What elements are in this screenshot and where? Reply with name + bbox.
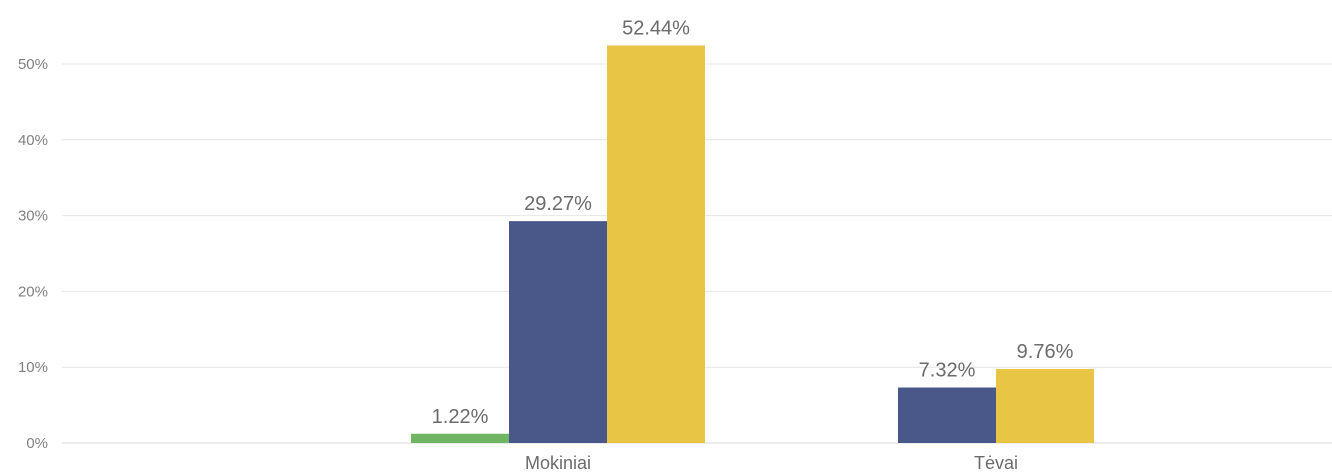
y-axis-ticks: 0% 10% 20% 30% 40% 50% bbox=[18, 56, 48, 452]
bar-mokiniai-series-1 bbox=[411, 433, 509, 443]
bar-mokiniai-series-3 bbox=[607, 45, 705, 444]
data-label-mokiniai-series-2: 29.27% bbox=[524, 193, 592, 215]
x-axis-categories: Mokiniai Tėvai bbox=[525, 453, 1018, 473]
y-tick-label: 0% bbox=[26, 435, 48, 452]
data-label-tėvai-series-3: 9.76% bbox=[1017, 341, 1074, 363]
bar-mokiniai-series-2 bbox=[509, 221, 607, 443]
data-labels: 1.22% 29.27% 52.44% 7.32% 9.76% bbox=[432, 18, 1074, 428]
data-label-mokiniai-series-3: 52.44% bbox=[622, 18, 690, 40]
x-category-label: Tėvai bbox=[974, 453, 1018, 473]
bar-tėvai-series-2 bbox=[898, 387, 996, 443]
y-tick-label: 50% bbox=[18, 56, 48, 73]
y-tick-label: 40% bbox=[18, 132, 48, 149]
y-tick-label: 10% bbox=[18, 359, 48, 376]
data-label-mokiniai-series-1: 1.22% bbox=[432, 406, 489, 428]
data-label-tėvai-series-2: 7.32% bbox=[919, 360, 976, 382]
bar-tėvai-series-3 bbox=[996, 369, 1094, 443]
y-tick-label: 30% bbox=[18, 208, 48, 225]
bars bbox=[411, 45, 1094, 444]
y-tick-label: 20% bbox=[18, 283, 48, 300]
x-category-label: Mokiniai bbox=[525, 453, 591, 473]
